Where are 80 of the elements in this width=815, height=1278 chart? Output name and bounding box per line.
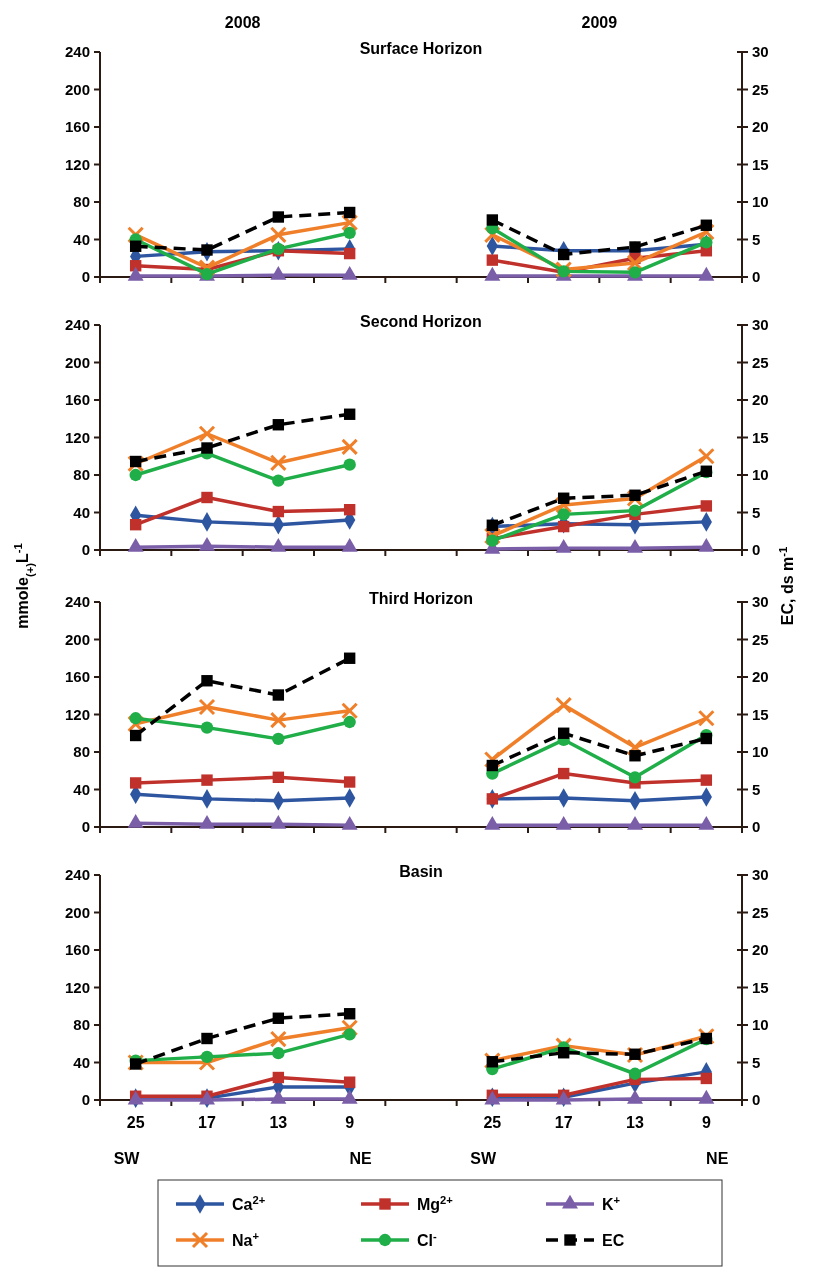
legend-label: K$^{+}$ xyxy=(602,1193,621,1213)
y2-tick-label: 25 xyxy=(752,630,769,648)
y-tick-label: 0 xyxy=(81,1091,90,1109)
y2-tick-label: 15 xyxy=(752,978,769,996)
y-tick-label: 120 xyxy=(64,705,90,723)
y2-tick-label: 10 xyxy=(752,466,769,484)
y2-tick-label: 15 xyxy=(752,155,769,173)
y-tick-label: 200 xyxy=(64,903,90,921)
y2-tick-label: 15 xyxy=(752,428,769,446)
legend-label: EC xyxy=(602,1231,625,1249)
text: 2008 xyxy=(224,14,261,31)
y-tick-label: 80 xyxy=(73,743,90,761)
y-tick-label: 160 xyxy=(64,118,90,136)
chart-title: Basin xyxy=(399,863,443,880)
y-tick-label: 0 xyxy=(81,268,90,286)
x-tick-label: 17 xyxy=(198,1114,216,1131)
chart-title: Second Horizon xyxy=(360,313,482,330)
y-tick-label: 80 xyxy=(73,466,90,484)
y-tick-label: 160 xyxy=(64,941,90,959)
y2-tick-label: 25 xyxy=(752,80,769,98)
x-tick-label: 17 xyxy=(554,1114,573,1131)
text: 2009 xyxy=(581,14,618,31)
y-tick-label: 120 xyxy=(64,978,90,996)
text: NE xyxy=(706,1150,729,1167)
y-tick-label: 0 xyxy=(81,541,90,559)
text: SW xyxy=(470,1150,498,1167)
y-tick-label: 200 xyxy=(64,630,90,648)
y-tick-label: 40 xyxy=(73,230,90,248)
text: NE xyxy=(349,1150,372,1167)
y-tick-label: 40 xyxy=(73,1053,90,1071)
y-tick-label: 80 xyxy=(73,1016,90,1034)
y2-tick-label: 0 xyxy=(752,1091,761,1109)
y2-tick-label: 5 xyxy=(752,503,761,521)
y-tick-label: 240 xyxy=(64,593,90,611)
y-tick-label: 40 xyxy=(73,503,90,521)
y2-tick-label: 30 xyxy=(752,593,769,611)
chart-title: Surface Horizon xyxy=(359,40,483,57)
y2-tick-label: 25 xyxy=(752,903,769,921)
y-tick-label: 160 xyxy=(64,668,90,686)
y2-tick-label: 10 xyxy=(752,193,769,211)
y2-tick-label: 30 xyxy=(752,43,769,61)
x-tick-label: 9 xyxy=(701,1114,711,1131)
y-tick-label: 120 xyxy=(64,428,90,446)
x-tick-label: 25 xyxy=(126,1114,145,1131)
text: SW xyxy=(113,1150,141,1167)
y-tick-label: 40 xyxy=(73,780,90,798)
y2-tick-label: 0 xyxy=(752,268,761,286)
chart-title: Third Horizon xyxy=(369,590,473,607)
y2-tick-label: 20 xyxy=(752,941,769,959)
y2-tick-label: 5 xyxy=(752,780,761,798)
y-tick-label: 200 xyxy=(64,353,90,371)
x-tick-label: 13 xyxy=(269,1114,288,1131)
y-tick-label: 240 xyxy=(64,43,90,61)
y2-tick-label: 10 xyxy=(752,1016,769,1034)
y2-tick-label: 10 xyxy=(752,743,769,761)
y-tick-label: 160 xyxy=(64,391,90,409)
x-tick-label: 25 xyxy=(483,1114,502,1131)
y-tick-label: 240 xyxy=(64,316,90,334)
y-tick-label: 80 xyxy=(73,193,90,211)
legend-label: Na$^{+}$ xyxy=(232,1229,260,1249)
y-tick-label: 200 xyxy=(64,80,90,98)
y2-tick-label: 25 xyxy=(752,353,769,371)
legend-label: Ca$^{2+}$ xyxy=(232,1193,266,1213)
y2-tick-label: 15 xyxy=(752,705,769,723)
legend-label: Cl$^{-}$ xyxy=(417,1229,437,1249)
x-tick-label: 13 xyxy=(626,1114,644,1131)
y-tick-label: 240 xyxy=(64,866,90,884)
x-tick-label: 9 xyxy=(345,1114,355,1131)
y2-tick-label: 30 xyxy=(752,316,769,334)
legend-label: Mg$^{2+}$ xyxy=(417,1193,454,1213)
y2-tick-label: 5 xyxy=(752,1053,761,1071)
y2-tick-label: 20 xyxy=(752,118,769,136)
y2-tick-label: 0 xyxy=(752,541,761,559)
y2-tick-label: 5 xyxy=(752,230,761,248)
y2-tick-label: 20 xyxy=(752,668,769,686)
y-tick-label: 120 xyxy=(64,155,90,173)
y2-tick-label: 20 xyxy=(752,391,769,409)
y2-tick-label: 0 xyxy=(752,818,761,836)
y-tick-label: 0 xyxy=(81,818,90,836)
y2-tick-label: 30 xyxy=(752,866,769,884)
